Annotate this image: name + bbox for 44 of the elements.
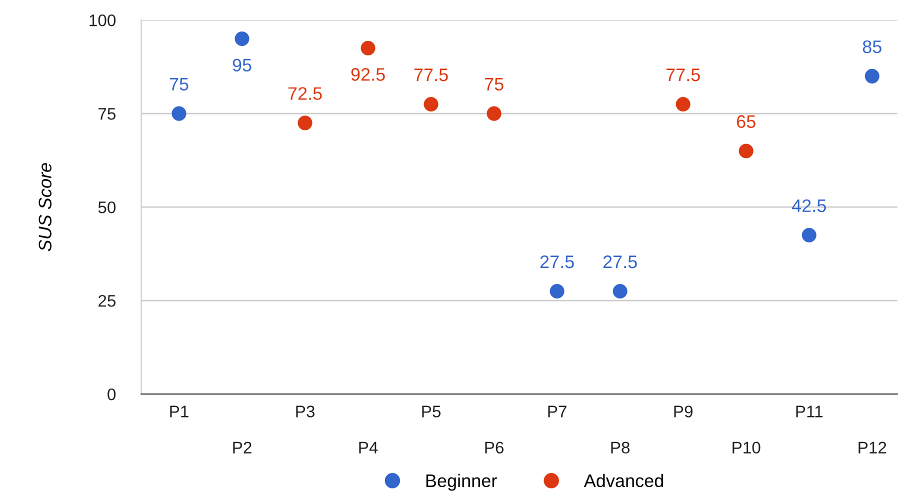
point bbox=[864, 68, 880, 84]
x-tick-label: P3 bbox=[296, 406, 314, 418]
data-label: 95 bbox=[232, 58, 252, 72]
x-tick-label: P7 bbox=[548, 406, 566, 418]
x-tick-label: P6 bbox=[485, 442, 504, 454]
data-label: 75 bbox=[170, 78, 188, 91]
point bbox=[676, 96, 690, 112]
x-tick-label: P12 bbox=[858, 442, 886, 454]
legend-label: Beginner bbox=[426, 474, 497, 491]
point bbox=[298, 116, 312, 130]
x-tick-label: P4 bbox=[359, 442, 378, 454]
y-tick-label: 75 bbox=[98, 108, 116, 120]
point bbox=[424, 96, 438, 112]
point bbox=[234, 31, 250, 46]
y-tick-label: 25 bbox=[98, 294, 116, 307]
x-tick-label: P10 bbox=[732, 442, 760, 454]
data-label: 27.5 bbox=[603, 255, 637, 268]
legend-label: Advanced bbox=[584, 474, 664, 488]
data-label: 85 bbox=[862, 40, 882, 54]
x-tick-label: P8 bbox=[611, 442, 630, 454]
x-tick-label: P2 bbox=[233, 442, 252, 454]
data-label: 65 bbox=[736, 115, 756, 128]
x-tick-label: P1 bbox=[170, 406, 188, 418]
data-label: 77.5 bbox=[666, 68, 700, 82]
y-tick-label: 0 bbox=[108, 388, 116, 400]
point bbox=[486, 106, 502, 121]
point bbox=[612, 284, 628, 299]
data-label: 72.5 bbox=[288, 87, 322, 100]
point bbox=[550, 284, 564, 299]
data-label: 75 bbox=[484, 78, 504, 91]
y-tick-label: 50 bbox=[98, 201, 116, 214]
y-tick-label: 100 bbox=[90, 14, 116, 26]
data-label: 42.5 bbox=[792, 199, 826, 212]
point bbox=[738, 144, 754, 158]
x-tick-label: P11 bbox=[796, 406, 823, 418]
data-label: 27.5 bbox=[540, 255, 574, 268]
x-tick-label: P9 bbox=[674, 406, 692, 418]
point bbox=[802, 228, 816, 242]
point bbox=[360, 40, 376, 56]
data-label: 77.5 bbox=[414, 68, 448, 82]
point bbox=[172, 106, 186, 121]
y-axis-title: SUS Score bbox=[38, 163, 52, 252]
data-label: 92.5 bbox=[351, 68, 385, 81]
x-tick-label: P5 bbox=[422, 406, 441, 418]
